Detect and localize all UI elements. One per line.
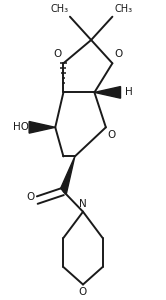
Text: O: O (114, 49, 122, 59)
Polygon shape (29, 122, 55, 133)
Text: O: O (27, 192, 35, 202)
Text: O: O (79, 287, 87, 297)
Text: HO: HO (13, 122, 29, 132)
Polygon shape (94, 87, 121, 98)
Text: N: N (79, 199, 87, 209)
Text: O: O (107, 130, 116, 140)
Polygon shape (61, 156, 75, 194)
Text: O: O (53, 49, 62, 59)
Text: CH₃: CH₃ (50, 4, 68, 14)
Text: CH₃: CH₃ (114, 4, 132, 14)
Text: H: H (125, 87, 133, 98)
